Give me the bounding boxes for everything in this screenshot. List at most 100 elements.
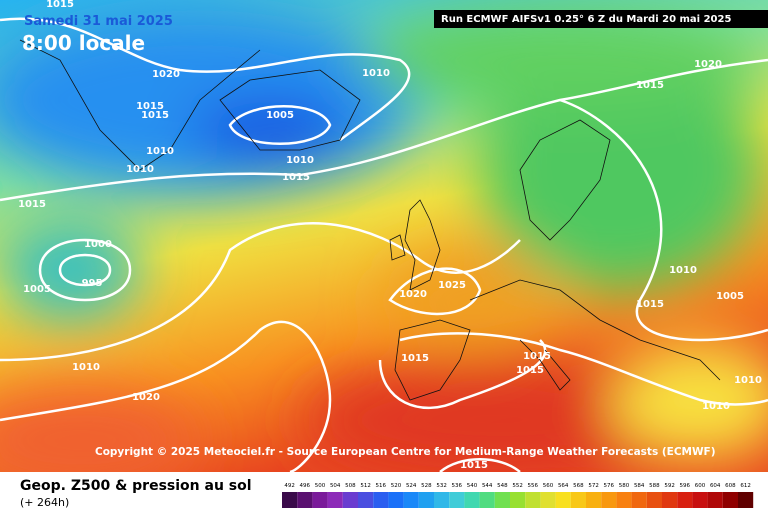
colorbar-label: 552 bbox=[512, 483, 523, 489]
colorbar-label: 492 bbox=[284, 483, 295, 489]
isobar-label: 1015 bbox=[141, 110, 169, 121]
isobar-label: 1015 bbox=[136, 101, 164, 112]
run-info: Run ECMWF AIFSv1 0.25° 6 Z du Mardi 20 m… bbox=[441, 14, 731, 25]
colorbar-swatch bbox=[297, 492, 313, 508]
colorbar-swatch bbox=[418, 492, 434, 508]
forecast-date: Samedi 31 mai 2025 bbox=[24, 14, 173, 29]
colorbar-label: 580 bbox=[619, 483, 630, 489]
colorbar-swatch bbox=[631, 492, 647, 508]
colorbar-swatch bbox=[707, 492, 723, 508]
colorbar-swatch bbox=[555, 492, 571, 508]
colorbar-label: 564 bbox=[558, 483, 569, 489]
isobar-label: 1000 bbox=[84, 239, 112, 250]
isobar-label: 1005 bbox=[23, 284, 51, 295]
field-shading bbox=[0, 10, 768, 490]
colorbar-label: 536 bbox=[452, 483, 463, 489]
colorbar-label: 508 bbox=[345, 483, 356, 489]
colorbar-swatch bbox=[327, 492, 343, 508]
colorbar-label: 584 bbox=[634, 483, 645, 489]
colorbar-swatch bbox=[403, 492, 419, 508]
colorbar-label: 500 bbox=[315, 483, 326, 489]
colorbar-label: 556 bbox=[528, 483, 539, 489]
colorbar-swatch bbox=[692, 492, 708, 508]
colorbar-label: 496 bbox=[300, 483, 311, 489]
isobar-label: 1015 bbox=[636, 80, 664, 91]
isobar-label: 1010 bbox=[286, 155, 314, 166]
colorbar-label: 592 bbox=[664, 483, 675, 489]
isobar-label: 1020 bbox=[132, 392, 160, 403]
isobars bbox=[0, 17, 768, 474]
isobar-label: 1010 bbox=[669, 265, 697, 276]
colorbar-swatch bbox=[449, 492, 465, 508]
colorbar-swatch bbox=[464, 492, 480, 508]
colorbar-label: 548 bbox=[497, 483, 508, 489]
colorbar-label: 588 bbox=[649, 483, 660, 489]
coastlines bbox=[19, 39, 721, 401]
colorbar-label: 608 bbox=[725, 483, 736, 489]
isobar-label: 1005 bbox=[716, 291, 744, 302]
isobar-label: 1010 bbox=[734, 375, 762, 386]
colorbar-swatch bbox=[570, 492, 586, 508]
colorbar-swatch bbox=[388, 492, 404, 508]
colorbar-label: 540 bbox=[467, 483, 478, 489]
colorbar-swatch bbox=[662, 492, 678, 508]
run-box bbox=[434, 10, 768, 28]
colorbar-swatch bbox=[494, 492, 510, 508]
colorbar-label: 596 bbox=[680, 483, 691, 489]
colorbar-label: 600 bbox=[695, 483, 706, 489]
colorbar-swatch bbox=[616, 492, 632, 508]
colorbar-swatch bbox=[312, 492, 328, 508]
colorbar-label: 568 bbox=[573, 483, 584, 489]
colorbar: 492 496 500 504 508 512 516 520 524 528 532 536 540 5… bbox=[282, 483, 754, 508]
colorbar-swatch bbox=[586, 492, 602, 508]
isobar-label: 1015 bbox=[282, 172, 310, 183]
colorbar-swatch bbox=[342, 492, 358, 508]
isobar-label: 1010 bbox=[146, 146, 174, 157]
isobar-label: 1015 bbox=[636, 299, 664, 310]
colorbar-swatch bbox=[282, 492, 298, 508]
colorbar-label: 504 bbox=[330, 483, 341, 489]
colorbar-label: 572 bbox=[588, 483, 599, 489]
colorbar-label: 528 bbox=[421, 483, 432, 489]
colorbar-label: 612 bbox=[740, 483, 751, 489]
isobar-label: 1005 bbox=[266, 110, 294, 121]
colorbar-swatch bbox=[358, 492, 374, 508]
isobar-label: 1010 bbox=[126, 164, 154, 175]
colorbar-label: 604 bbox=[710, 483, 721, 489]
isobar-label: 1020 bbox=[152, 69, 180, 80]
colorbar-swatch bbox=[677, 492, 693, 508]
colorbar-label: 544 bbox=[482, 483, 493, 489]
colorbar-label: 512 bbox=[360, 483, 371, 489]
isobar-label: 1015 bbox=[401, 353, 429, 364]
colorbar-swatch bbox=[601, 492, 617, 508]
isobar-label: 1010 bbox=[72, 362, 100, 373]
isobar-label: 1015 bbox=[460, 460, 488, 471]
colorbar-swatch bbox=[540, 492, 556, 508]
isobar-label: 1015 bbox=[516, 365, 544, 376]
colorbar-label: 560 bbox=[543, 483, 554, 489]
colorbar-label: 520 bbox=[391, 483, 402, 489]
isobar-label: 1015 bbox=[523, 351, 551, 362]
isobar-label: 1025 bbox=[438, 280, 466, 291]
isobar-label: 995 bbox=[82, 278, 103, 289]
colorbar-label: 524 bbox=[406, 483, 417, 489]
colorbar-swatch bbox=[479, 492, 495, 508]
colorbar-swatch bbox=[722, 492, 738, 508]
footer-title: Geop. Z500 & pression au sol bbox=[20, 478, 252, 494]
colorbar-label: 516 bbox=[376, 483, 387, 489]
footer-lead: (+ 264h) bbox=[20, 496, 69, 509]
forecast-time: 8:00 locale bbox=[22, 31, 145, 55]
colorbar-swatch bbox=[646, 492, 662, 508]
colorbar-label: 532 bbox=[436, 483, 447, 489]
colorbar-swatch bbox=[738, 492, 754, 508]
colorbar-swatch bbox=[434, 492, 450, 508]
copyright: Copyright © 2025 Meteociel.fr - Source E… bbox=[95, 446, 716, 458]
isobar-label: 1020 bbox=[399, 289, 427, 300]
isobar-label: 1010 bbox=[362, 68, 390, 79]
isobar-label: 1015 bbox=[46, 0, 74, 10]
colorbar-swatch bbox=[525, 492, 541, 508]
colorbar-label: 576 bbox=[604, 483, 615, 489]
isobar-label: 1015 bbox=[18, 199, 46, 210]
colorbar-swatch bbox=[510, 492, 526, 508]
